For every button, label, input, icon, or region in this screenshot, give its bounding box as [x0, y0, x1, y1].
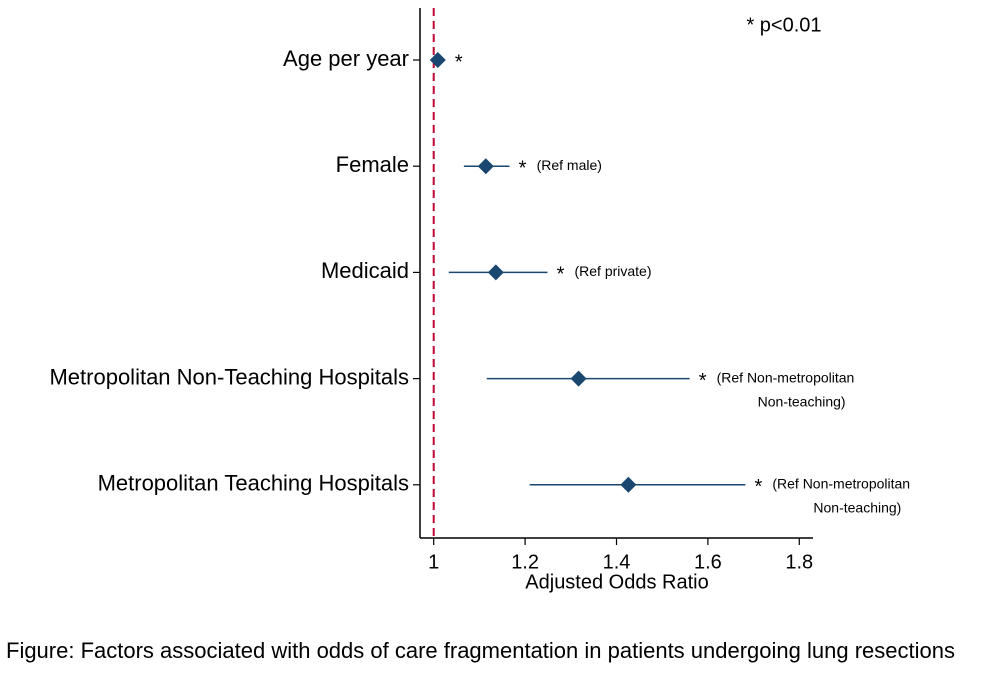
significance-star: *	[557, 264, 565, 286]
point-estimate	[477, 158, 494, 175]
point-estimate	[487, 264, 504, 281]
x-tick-label: 1.6	[694, 551, 722, 573]
x-tick-label: 1	[428, 551, 439, 573]
reference-note: (Ref Non-metropolitan	[772, 476, 910, 492]
y-tick-label: Age per year	[283, 46, 409, 71]
point-estimate	[620, 476, 637, 493]
x-axis-title: Adjusted Odds Ratio	[525, 571, 708, 593]
significance-star: *	[455, 51, 463, 73]
reference-note: Non-teaching)	[758, 393, 846, 409]
x-tick-label: 1.4	[603, 551, 631, 573]
reference-note: (Ref private)	[574, 263, 651, 279]
significance-star: *	[699, 370, 707, 392]
x-tick-label: 1.8	[785, 551, 813, 573]
x-tick-label: 1.2	[511, 551, 539, 573]
y-tick-label: Metropolitan Non-Teaching Hospitals	[49, 364, 409, 389]
point-estimate	[429, 52, 446, 68]
point-estimate	[570, 370, 587, 387]
legend-note: * p<0.01	[746, 14, 821, 36]
y-tick-label: Metropolitan Teaching Hospitals	[98, 471, 409, 496]
reference-note: (Ref male)	[537, 157, 602, 173]
caption: Figure: Factors associated with odds of …	[6, 638, 955, 663]
y-tick-label: Medicaid	[321, 258, 409, 283]
reference-note: Non-teaching)	[813, 500, 901, 516]
significance-star: *	[519, 157, 527, 179]
chart: * p<0.01 Adjusted Odds Ratio 1 1.2 1.4 1.6 1…	[49, 8, 910, 593]
y-tick-label: Female	[336, 152, 409, 177]
significance-star: *	[754, 476, 762, 498]
reference-note: (Ref Non-metropolitan	[717, 369, 855, 385]
